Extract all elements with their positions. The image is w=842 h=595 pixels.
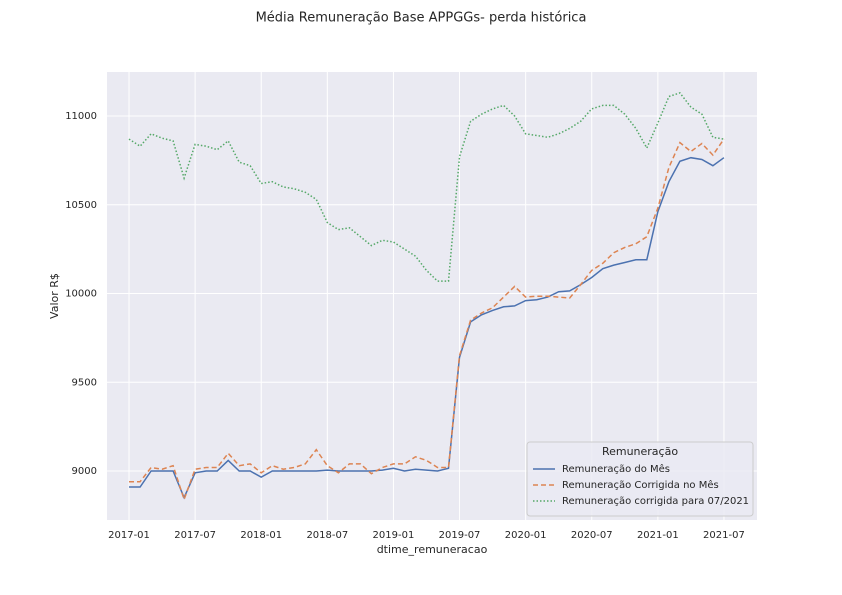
x-tick-label: 2020-01 — [505, 530, 547, 541]
x-tick-label: 2017-01 — [108, 530, 150, 541]
x-tick-label: 2020-07 — [571, 530, 613, 541]
x-tick-label: 2017-07 — [174, 530, 216, 541]
legend: Remuneração Remuneração do Mês Remuneração… — [526, 441, 754, 517]
x-tick-label: 2019-07 — [439, 530, 481, 541]
legend-box — [526, 441, 754, 517]
x-axis-label: dtime_remuneracao — [377, 543, 488, 556]
y-tick-label: 9000 — [72, 466, 97, 477]
x-tick-label: 2021-07 — [703, 530, 745, 541]
x-tick-label: 2021-01 — [637, 530, 679, 541]
series-line — [129, 138, 725, 502]
series-line — [128, 92, 725, 282]
legend-label: Remuneração do Mês — [562, 463, 670, 475]
x-tick-label: 2018-01 — [240, 530, 282, 541]
y-axis-label: Valor R$ — [48, 273, 61, 319]
series-line — [129, 156, 725, 500]
y-tick-label: 10000 — [65, 289, 97, 300]
legend-title: Remuneração — [602, 445, 678, 458]
x-tick-label: 2019-01 — [373, 530, 415, 541]
y-tick-label: 11000 — [65, 111, 97, 122]
legend-label: Remuneração Corrigida no Mês — [562, 479, 719, 491]
x-tick-label: 2018-07 — [306, 530, 348, 541]
legend-label: Remuneração corrigida para 07/2021 — [562, 496, 749, 507]
chart-title: Média Remuneração Base APPGGs- perda his… — [256, 11, 587, 26]
y-tick-label: 10500 — [65, 200, 97, 211]
y-tick-label: 9500 — [72, 377, 97, 388]
